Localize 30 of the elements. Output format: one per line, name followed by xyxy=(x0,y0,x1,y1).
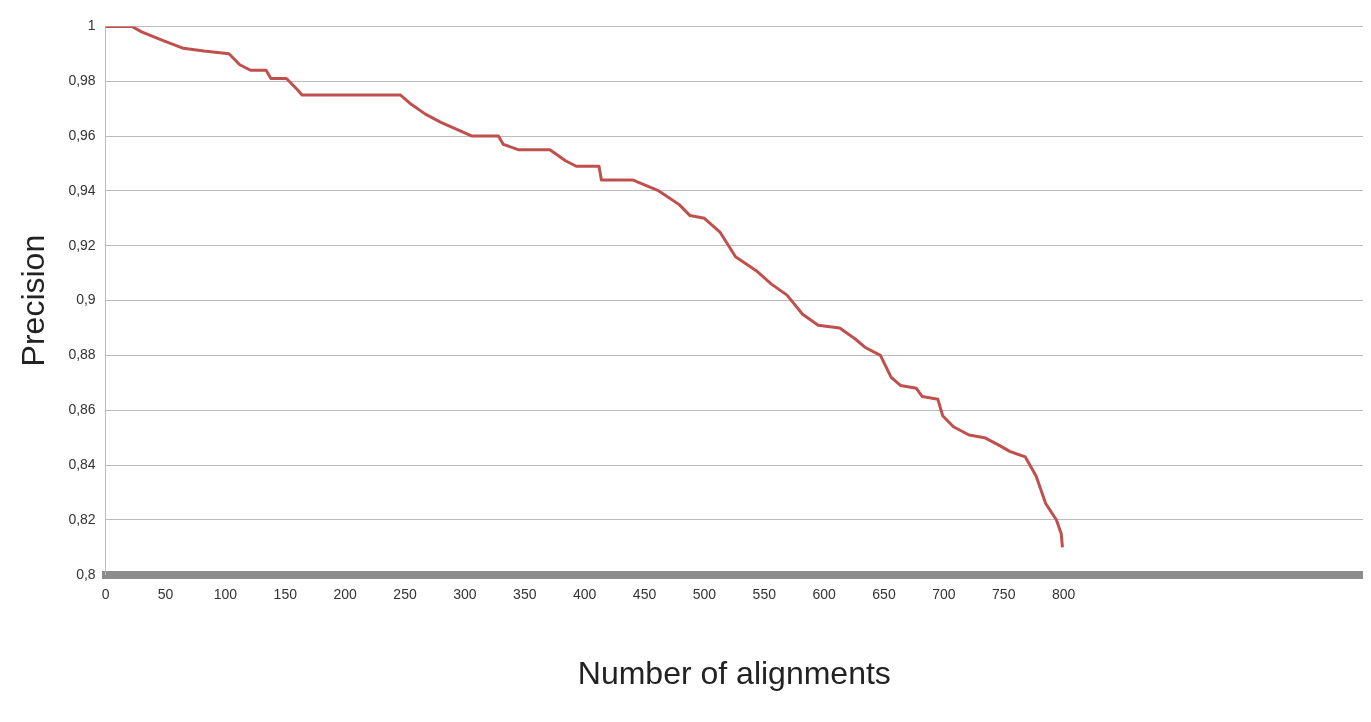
x-tick-label: 100 xyxy=(213,586,238,603)
y-tick-label: 0,86 xyxy=(68,401,96,418)
y-tick-label: 1 xyxy=(87,17,96,34)
x-tick-label: 600 xyxy=(812,586,837,603)
x-tick-label: 750 xyxy=(992,586,1016,603)
y-tick-label: 0,96 xyxy=(68,126,96,143)
y-tick-label: 0,92 xyxy=(68,236,96,253)
y-axis-title: Precision xyxy=(15,234,52,367)
y-tick-label: 0,9 xyxy=(76,291,96,308)
x-tick-label: 200 xyxy=(333,586,358,603)
y-tick-label: 0,88 xyxy=(68,346,96,363)
x-tick-label: 450 xyxy=(632,586,657,603)
x-tick-label: 250 xyxy=(393,586,417,603)
y-tick-label: 0,98 xyxy=(68,72,96,89)
x-tick-label: 150 xyxy=(273,586,298,603)
x-tick-label: 50 xyxy=(157,586,174,603)
x-tick-label: 550 xyxy=(752,586,777,603)
y-tick-label: 0,82 xyxy=(68,510,96,527)
x-tick-label: 0 xyxy=(101,586,110,603)
x-tick-label: 800 xyxy=(1051,586,1076,603)
x-tick-label: 400 xyxy=(572,586,597,603)
x-tick-label: 350 xyxy=(513,586,537,603)
x-tick-label: 300 xyxy=(453,586,477,603)
x-tick-label: 500 xyxy=(692,586,717,603)
x-tick-label: 650 xyxy=(872,586,896,603)
x-axis-title: Number of alignments xyxy=(577,654,891,691)
y-tick-label: 0,94 xyxy=(68,181,96,198)
y-tick-label: 0,8 xyxy=(76,565,96,582)
x-tick-label: 700 xyxy=(932,586,956,603)
y-tick-label: 0,84 xyxy=(68,455,96,472)
